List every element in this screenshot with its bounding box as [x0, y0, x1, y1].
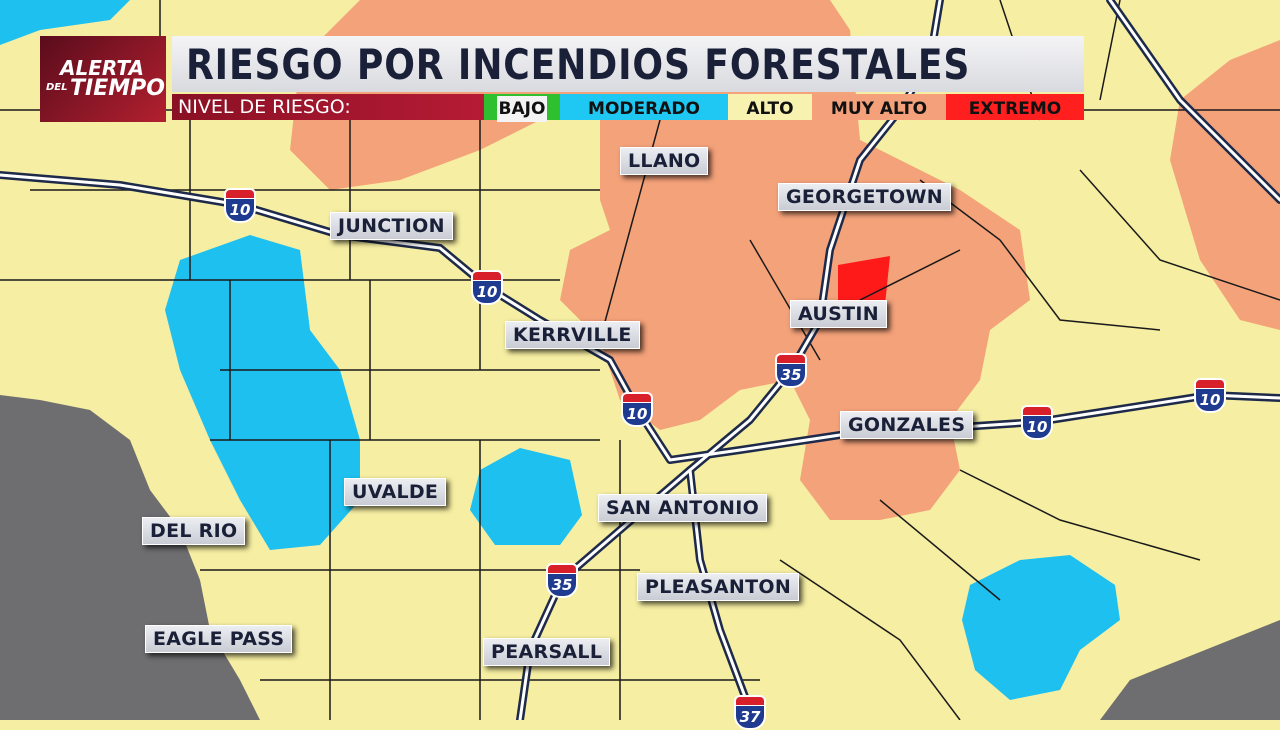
moderado-region-west: [165, 235, 360, 550]
interstate-10-shield: 10: [1194, 378, 1226, 413]
alerta-del-tiempo-logo: ALERTA DEL TIEMPO: [40, 36, 166, 122]
legend-level-label: ALTO: [746, 99, 794, 119]
title-bar: RIESGO POR INCENDIOS FORESTALES: [172, 36, 1084, 92]
moderado-region-southeast: [962, 555, 1120, 700]
legend-level-extremo: EXTREMO: [946, 94, 1084, 120]
header-banner: ALERTA DEL TIEMPO RIESGO POR INCENDIOS F…: [40, 36, 1085, 122]
city-label-georgetown: GEORGETOWN: [778, 183, 951, 211]
logo-line-1: ALERTA: [60, 56, 144, 80]
interstate-10-shield: 10: [621, 392, 653, 427]
legend-level-bajo: BAJO: [484, 94, 560, 122]
city-label-austin: AUSTIN: [790, 300, 887, 328]
city-label-gonzales: GONZALES: [840, 411, 974, 439]
legend-level-label: BAJO: [496, 96, 548, 122]
city-label-uvalde: UVALDE: [344, 478, 447, 506]
moderado-region-center: [470, 448, 582, 545]
city-label-eagle-pass: EAGLE PASS: [145, 625, 293, 653]
city-label-junction: JUNCTION: [330, 212, 453, 240]
city-label-san-antonio: SAN ANTONIO: [598, 494, 768, 522]
logo-line-3: TIEMPO: [70, 76, 165, 101]
legend-level-label: MODERADO: [588, 99, 700, 119]
muy-alto-region-north: [290, 0, 1030, 520]
city-label-llano: LLANO: [620, 147, 709, 175]
interstate-10-shield: 10: [471, 270, 503, 305]
gulf-coast: [1100, 620, 1280, 720]
city-label-pleasanton: PLEASANTON: [637, 573, 800, 601]
legend-level-muy-alto: MUY ALTO: [812, 94, 946, 120]
legend-level-alto: ALTO: [728, 94, 812, 120]
risk-legend: NIVEL DE RIESGO: BAJO MODERADO ALTO MUY …: [172, 94, 1084, 122]
city-label-kerrville: KERRVILLE: [505, 321, 640, 349]
logo-line-2: DEL: [46, 82, 68, 93]
interstate-37-shield: 37: [734, 695, 766, 730]
moderado-region-top: [0, 0, 130, 45]
page-title: RIESGO POR INCENDIOS FORESTALES: [186, 40, 971, 89]
legend-level-label: MUY ALTO: [830, 99, 928, 119]
interstate-10-shield: 10: [224, 188, 256, 223]
interstate-35-shield: 35: [775, 353, 807, 388]
interstate-10-shield: 10: [1021, 405, 1053, 440]
legend-label: NIVEL DE RIESGO:: [172, 94, 484, 120]
interstate-35-shield: 35: [546, 563, 578, 598]
city-label-pearsall: PEARSALL: [483, 638, 611, 666]
city-label-del-rio: DEL RIO: [142, 517, 246, 545]
legend-level-moderado: MODERADO: [560, 94, 728, 120]
legend-level-label: EXTREMO: [968, 99, 1062, 119]
extremo-region: [838, 256, 890, 305]
